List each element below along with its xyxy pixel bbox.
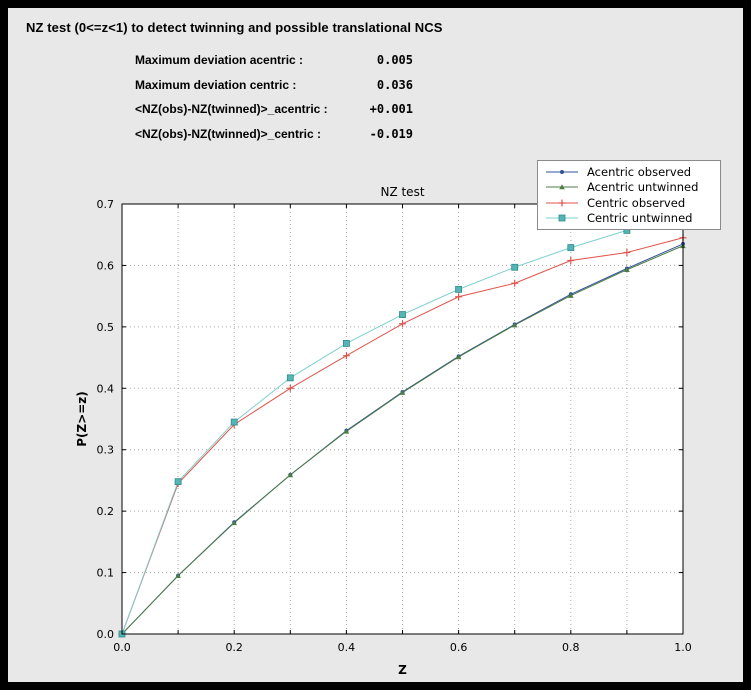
legend-swatch-acentric-untwinned-icon xyxy=(546,184,578,190)
page-title: NZ test (0<=z<1) to detect twinning and … xyxy=(26,20,443,35)
stat-value: 0.005 xyxy=(376,53,413,67)
stat-value: 0.036 xyxy=(376,77,413,92)
svg-text:0.4: 0.4 xyxy=(97,382,115,395)
svg-text:0.7: 0.7 xyxy=(97,198,115,211)
svg-text:0.6: 0.6 xyxy=(97,259,115,272)
svg-text:NZ test: NZ test xyxy=(380,185,424,199)
svg-text:P(Z>=z): P(Z>=z) xyxy=(75,391,89,447)
svg-text:0.4: 0.4 xyxy=(338,641,356,654)
legend-swatch-centric-untwinned-icon xyxy=(546,214,578,222)
legend-swatch-centric-observed-icon xyxy=(546,199,578,207)
legend-swatch-acentric-observed-icon xyxy=(546,169,578,174)
svg-text:0.0: 0.0 xyxy=(97,628,115,641)
stat-label: Maximum deviation acentric : xyxy=(135,53,304,67)
stat-label: <NZ(obs)-NZ(twinned)>_centric : xyxy=(135,126,322,141)
legend-item: Acentric observed xyxy=(544,164,714,180)
stat-value: -0.019 xyxy=(369,126,413,141)
legend-label: Centric observed xyxy=(587,195,686,210)
chart-legend: Acentric observed Acentric untwinned Cen… xyxy=(537,160,721,230)
stat-value: +0.001 xyxy=(369,102,413,116)
svg-text:Z: Z xyxy=(398,663,407,677)
svg-text:0.5: 0.5 xyxy=(97,321,115,334)
legend-item: Centric untwinned xyxy=(544,211,714,227)
legend-label: Acentric untwinned xyxy=(587,180,699,195)
svg-text:0.2: 0.2 xyxy=(225,641,243,654)
legend-label: Acentric observed xyxy=(587,164,692,179)
svg-text:0.1: 0.1 xyxy=(97,567,115,580)
svg-text:0.8: 0.8 xyxy=(562,641,580,654)
svg-text:0.3: 0.3 xyxy=(97,444,115,457)
svg-text:1.0: 1.0 xyxy=(674,641,692,654)
stats-block: Maximum deviation acentric : 0.005 Maxim… xyxy=(135,53,413,142)
nz-test-chart: 0.0 0.2 0.4 0.6 0.8 1.0 0.0 0.1 0.2 0.3 0.4 0.5 0.6 0… xyxy=(75,185,692,677)
stat-label: Maximum deviation centric : xyxy=(135,77,297,92)
legend-item: Centric observed xyxy=(544,195,714,211)
legend-label: Centric untwinned xyxy=(587,211,693,226)
svg-text:0.2: 0.2 xyxy=(97,505,115,518)
svg-text:0.6: 0.6 xyxy=(450,641,468,654)
legend-item: Acentric untwinned xyxy=(544,180,714,196)
svg-text:0.0: 0.0 xyxy=(113,641,131,654)
stat-label: <NZ(obs)-NZ(twinned)>_acentric : xyxy=(135,102,328,116)
plot-window-panel: NZ test (0<=z<1) to detect twinning and … xyxy=(8,8,743,682)
